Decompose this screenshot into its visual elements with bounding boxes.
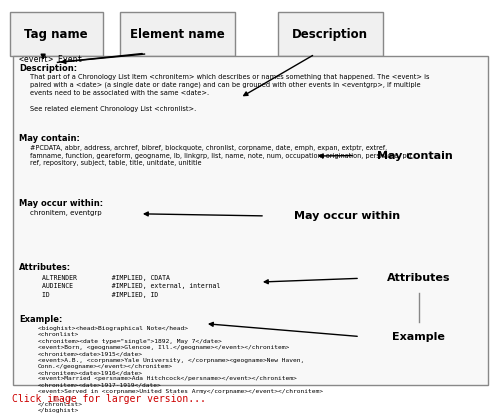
Text: Click image for larger version...: Click image for larger version... — [12, 394, 206, 404]
Text: Tag name: Tag name — [24, 28, 88, 41]
Text: Description:: Description: — [19, 64, 77, 73]
Text: Element name: Element name — [130, 28, 225, 41]
Text: ALTRENDER         #IMPLIED, CDATA
AUDIENCE          #IMPLIED, external, internal: ALTRENDER #IMPLIED, CDATA AUDIENCE #IMPL… — [42, 275, 221, 297]
Text: Description: Description — [292, 28, 368, 41]
Text: May contain:: May contain: — [19, 134, 80, 144]
Text: May contain: May contain — [377, 151, 453, 161]
Text: #PCDATA, abbr, address, archref, bibref, blockquote, chronlist, corpname, date, : #PCDATA, abbr, address, archref, bibref,… — [30, 145, 414, 166]
Text: chronitem, eventgrp: chronitem, eventgrp — [30, 210, 102, 216]
Text: May occur within: May occur within — [294, 211, 401, 221]
Text: Example:: Example: — [19, 315, 62, 324]
FancyBboxPatch shape — [262, 199, 432, 233]
Text: Attributes:: Attributes: — [19, 263, 71, 272]
FancyBboxPatch shape — [10, 12, 102, 56]
FancyBboxPatch shape — [358, 261, 480, 295]
FancyBboxPatch shape — [12, 56, 488, 385]
Text: <event> Event: <event> Event — [19, 55, 82, 64]
FancyBboxPatch shape — [358, 319, 480, 354]
Text: That part of a Chronology List Item <chronitem> which describes or names somethi: That part of a Chronology List Item <chr… — [30, 74, 429, 111]
Text: Attributes: Attributes — [387, 273, 450, 283]
FancyBboxPatch shape — [352, 139, 478, 173]
Text: May occur within:: May occur within: — [19, 199, 103, 208]
FancyBboxPatch shape — [120, 12, 235, 56]
Text: Example: Example — [392, 332, 445, 342]
Text: <bioghist><head>Biographical Note</head>
<chronlist>
<chronitem><date type="sing: <bioghist><head>Biographical Note</head>… — [38, 326, 323, 413]
FancyBboxPatch shape — [278, 12, 382, 56]
